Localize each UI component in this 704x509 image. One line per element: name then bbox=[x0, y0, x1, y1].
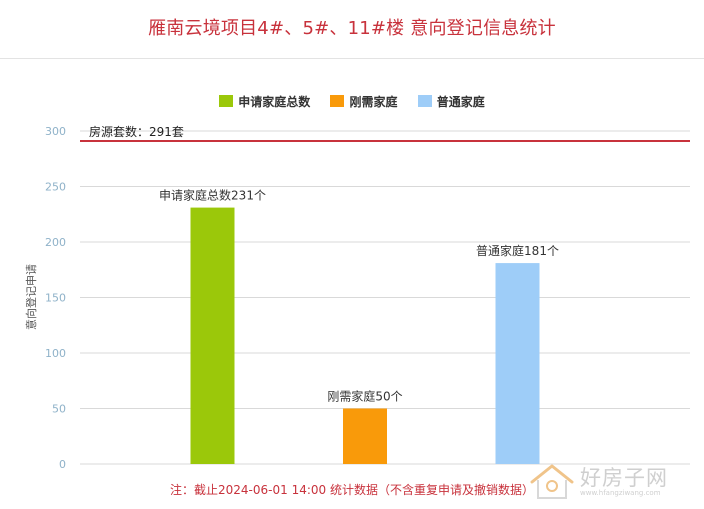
legend: 申请家庭总数 刚需家庭 普通家庭 bbox=[0, 93, 704, 110]
y-tick-label: 150 bbox=[45, 292, 66, 305]
reference-line-label: 房源套数：291套 bbox=[89, 124, 184, 139]
bar bbox=[343, 408, 387, 464]
y-tick-label: 100 bbox=[45, 347, 66, 360]
legend-item-urgent[interactable]: 刚需家庭 bbox=[330, 93, 398, 110]
y-tick-label: 300 bbox=[45, 125, 66, 138]
footnote: 注：截止2024-06-01 14:00 统计数据（不含重复申请及撤销数据） bbox=[170, 483, 534, 497]
watermark-text: 好房子网 bbox=[580, 466, 668, 490]
chart-title: 雁南云境项目4#、5#、11#楼 意向登记信息统计 bbox=[148, 18, 556, 39]
data-label: 刚需家庭50个 bbox=[327, 389, 402, 404]
data-label: 普通家庭181个 bbox=[476, 243, 559, 258]
legend-item-total[interactable]: 申请家庭总数 bbox=[219, 93, 310, 110]
watermark: 好房子网 www.hfangziwang.com bbox=[528, 462, 688, 502]
legend-label-total: 申请家庭总数 bbox=[238, 95, 311, 109]
legend-item-normal[interactable]: 普通家庭 bbox=[417, 93, 485, 110]
title-divider bbox=[0, 58, 704, 59]
legend-swatch-urgent bbox=[330, 95, 345, 107]
legend-swatch-normal bbox=[417, 95, 432, 107]
y-tick-label: 250 bbox=[45, 181, 66, 194]
legend-label-normal: 普通家庭 bbox=[436, 95, 485, 109]
house-logo-icon bbox=[530, 464, 574, 499]
y-tick-label: 50 bbox=[52, 403, 66, 416]
watermark-url: www.hfangziwang.com bbox=[580, 489, 661, 497]
y-axis-title: 意向登记申请 bbox=[24, 264, 38, 330]
y-tick-label: 0 bbox=[59, 458, 66, 471]
data-label: 申请家庭总数231个 bbox=[159, 188, 266, 203]
y-tick-label: 200 bbox=[45, 236, 66, 249]
legend-swatch-total bbox=[219, 95, 234, 107]
legend-label-urgent: 刚需家庭 bbox=[349, 95, 398, 109]
bar bbox=[190, 207, 235, 464]
bar bbox=[495, 263, 540, 464]
